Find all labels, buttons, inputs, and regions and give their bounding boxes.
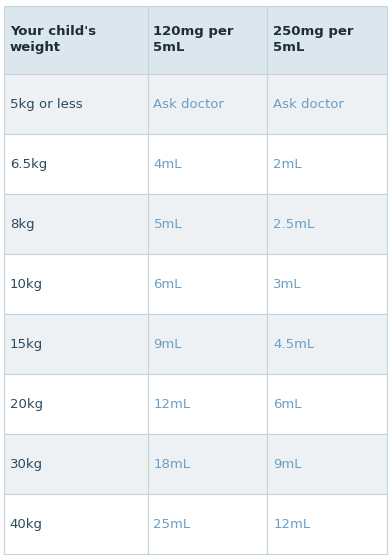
Bar	[267, 6, 387, 74]
Bar	[4, 314, 148, 374]
Text: 25mL: 25mL	[153, 518, 190, 531]
Bar	[148, 254, 267, 314]
Text: 40kg: 40kg	[10, 518, 43, 531]
Bar	[267, 74, 387, 134]
Text: 250mg per
5mL: 250mg per 5mL	[273, 25, 354, 54]
Text: 4.5mL: 4.5mL	[273, 338, 314, 351]
Bar	[148, 134, 267, 194]
Text: 120mg per
5mL: 120mg per 5mL	[153, 25, 234, 54]
Bar	[148, 194, 267, 254]
Bar	[148, 494, 267, 554]
Bar	[267, 494, 387, 554]
Text: Ask doctor: Ask doctor	[273, 97, 344, 111]
Text: 8kg: 8kg	[10, 218, 34, 231]
Text: 18mL: 18mL	[153, 458, 190, 471]
Bar	[4, 194, 148, 254]
Bar	[4, 6, 148, 74]
Bar	[267, 254, 387, 314]
Bar	[267, 134, 387, 194]
Bar	[4, 134, 148, 194]
Bar	[148, 6, 267, 74]
Text: 30kg: 30kg	[10, 458, 43, 471]
Bar	[4, 435, 148, 494]
Bar	[4, 254, 148, 314]
Bar	[4, 494, 148, 554]
Bar	[4, 374, 148, 435]
Bar	[148, 314, 267, 374]
Text: 10kg: 10kg	[10, 278, 43, 291]
Bar	[4, 74, 148, 134]
Text: 6mL: 6mL	[273, 398, 302, 411]
Bar	[148, 435, 267, 494]
Text: 2mL: 2mL	[273, 158, 302, 171]
Text: 20kg: 20kg	[10, 398, 43, 411]
Text: 3mL: 3mL	[273, 278, 302, 291]
Text: 12mL: 12mL	[273, 518, 310, 531]
Bar	[267, 194, 387, 254]
Text: 5kg or less: 5kg or less	[10, 97, 83, 111]
Text: 6.5kg: 6.5kg	[10, 158, 47, 171]
Text: 9mL: 9mL	[273, 458, 302, 471]
Text: Ask doctor: Ask doctor	[153, 97, 224, 111]
Text: 12mL: 12mL	[153, 398, 190, 411]
Bar	[267, 314, 387, 374]
Text: 2.5mL: 2.5mL	[273, 218, 314, 231]
Text: 15kg: 15kg	[10, 338, 43, 351]
Bar	[148, 74, 267, 134]
Bar	[148, 374, 267, 435]
Text: 5mL: 5mL	[153, 218, 182, 231]
Text: 9mL: 9mL	[153, 338, 182, 351]
Bar	[267, 435, 387, 494]
Bar	[267, 374, 387, 435]
Text: 6mL: 6mL	[153, 278, 182, 291]
Text: Your child's
weight: Your child's weight	[10, 25, 96, 54]
Text: 4mL: 4mL	[153, 158, 182, 171]
